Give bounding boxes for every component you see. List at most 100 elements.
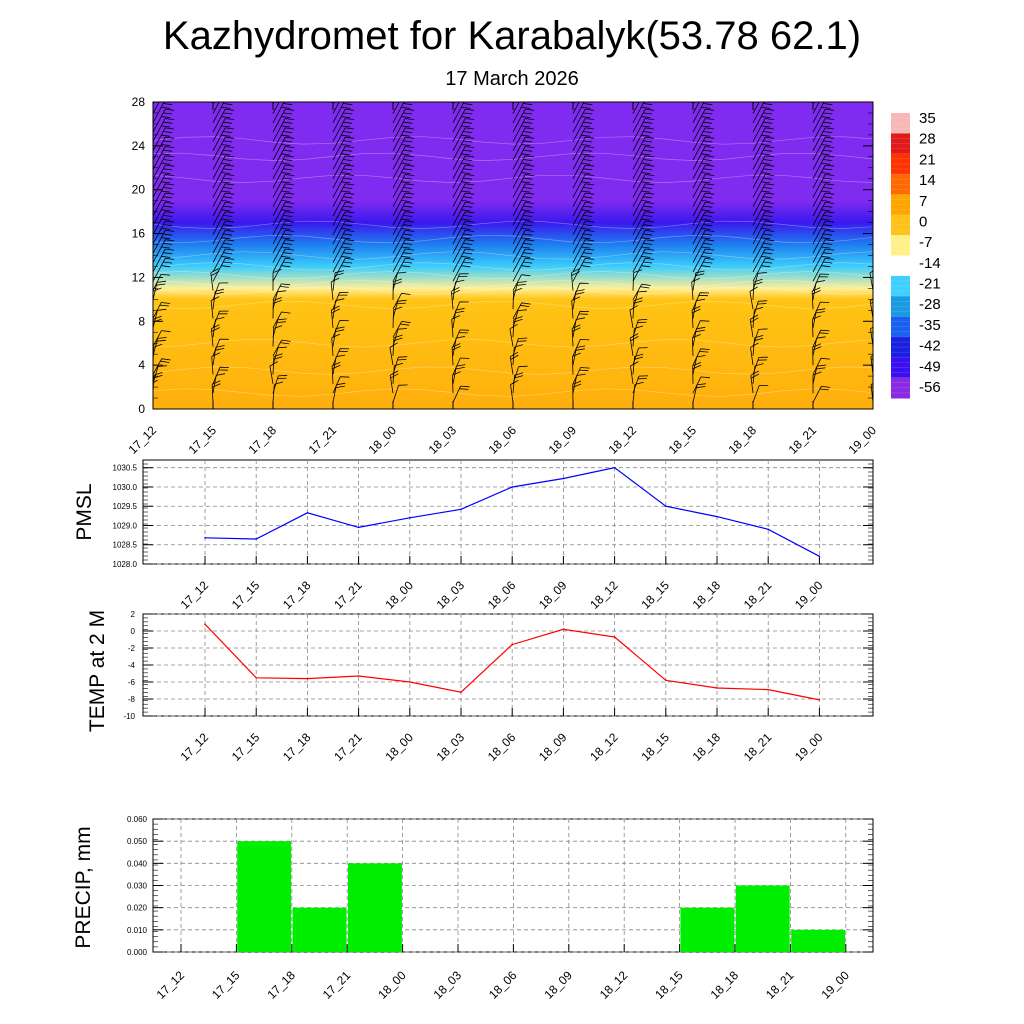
x-tick-label: 18_12 [606,423,640,457]
pmsl-panel: 1028.0 1028.5 1029.0 1029.5 1030.0 1030.5 17_1… [73,459,874,612]
x-tick-label: 17_21 [306,423,340,457]
colorbar-label: -42 [919,338,941,355]
y-tick-label: 0.040 [127,859,148,868]
x-tick-label: 17_18 [246,423,280,457]
y-tick-label: 1028.0 [113,560,138,569]
y-tick-label: -4 [128,661,136,670]
colorbar-band [891,174,910,195]
pmsl-point [409,516,411,519]
x-tick-label: 19_00 [792,578,826,612]
x-tick-label: 18_18 [726,423,760,457]
y-tick-label: -6 [128,678,136,687]
x-tick-label: 18_06 [485,578,519,612]
temp2m-ylabel: TEMP at 2 M [86,610,109,732]
colorbar-band [891,336,910,358]
x-tick-label: 18_03 [434,730,468,764]
y-tick-label: 0 [131,627,136,636]
y-tick-label: 0 [138,402,145,416]
y-tick-label: 8 [138,314,145,328]
colorbar-label: 28 [919,131,936,148]
colorbar-label: 35 [919,110,936,127]
pmsl-point [767,528,769,531]
x-tick-label: 17_18 [280,730,314,764]
precip-bar [348,863,402,952]
temp2m-point [511,643,513,646]
colorbar-label: -14 [919,255,941,272]
temp2m-point [562,628,565,631]
x-tick-label: 18_15 [666,423,700,457]
chart-subtitle: 17 March 2026 [445,68,579,90]
colorbar-band [891,113,910,134]
x-tick-label: 18_03 [434,578,468,612]
y-tick-label: -10 [123,712,135,721]
x-tick-label: 18_15 [652,968,686,1002]
y-tick-label: 1029.5 [113,502,138,511]
colorbar-band [891,296,910,318]
g-pmsl-frame [142,459,874,565]
x-tick-label: 18_00 [375,968,409,1002]
colorbar-label: -49 [919,358,941,375]
pmsl-point [613,466,616,469]
x-tick-label: 18_18 [690,730,724,764]
y-tick-label: 0.010 [127,926,148,935]
pmsl-point [357,526,360,529]
pmsl-point [204,537,206,539]
x-tick-label: 17_15 [229,578,263,612]
x-tick-label: 18_18 [690,578,724,612]
x-tick-label: 18_09 [536,730,570,764]
colorbar-band [891,194,910,216]
colorbar-band [891,214,910,236]
y-tick-label: 2 [131,610,136,619]
colorbar: 35 28 21 14 7 0 -7 -14 -21 -28 -35 -42 -49 -56 [891,110,941,399]
x-tick-label: 18_00 [382,578,416,612]
x-tick-label: 19_00 [792,730,826,764]
temp2m-point [306,677,309,680]
x-tick-label: 17_12 [126,423,160,457]
x-tick-label: 19_00 [846,423,880,457]
x-tick-label: 17_18 [264,968,298,1002]
x-tick-label: 17_15 [209,968,243,1002]
colorbar-label: -56 [919,379,941,396]
x-tick-label: 17_12 [154,968,188,1002]
x-tick-label: 17_18 [280,578,314,612]
y-tick-label: -2 [128,644,136,653]
temp2m-point [613,636,616,638]
x-tick-label: 18_03 [431,968,465,1002]
x-tick-label: 18_15 [638,730,672,764]
x-tick-label: 18_09 [536,578,570,612]
x-tick-label: 18_06 [485,730,519,764]
precip-bar [791,929,846,952]
colorbar-label: 14 [919,172,936,189]
x-tick-label: 18_12 [597,968,631,1002]
y-tick-label: 20 [132,183,146,197]
x-tick-label: 17_21 [331,578,365,612]
pmsl-point [460,508,462,511]
x-tick-label: 18_03 [426,423,460,457]
temp2m-point [818,699,821,701]
x-tick-label: 18_00 [366,423,400,457]
x-tick-label: 18_18 [708,968,742,1002]
pmsl-point [306,511,309,514]
y-tick-label: 24 [132,139,146,153]
temp2m-point [460,691,462,693]
x-tick-label: 17_12 [178,730,212,764]
y-tick-label: 0.060 [127,815,148,824]
x-tick-label: 18_12 [587,578,621,612]
x-tick-label: 17_12 [178,578,212,612]
pmsl-point [818,555,821,558]
x-tick-label: 18_00 [382,730,416,764]
x-tick-label: 17_15 [186,423,220,457]
y-tick-label: 16 [132,227,146,241]
y-tick-label: 0.000 [127,948,148,957]
pmsl-point [716,515,718,518]
colorbar-band [891,153,910,175]
colorbar-band [891,235,910,256]
y-tick-label: 0.030 [127,882,148,891]
pmsl-point [255,538,257,540]
x-tick-label: 18_15 [638,578,672,612]
y-tick-label: 1028.5 [113,541,138,550]
x-tick-label: 18_12 [587,730,621,764]
precip-bar [680,907,735,952]
colorbar-label: 21 [919,151,936,168]
